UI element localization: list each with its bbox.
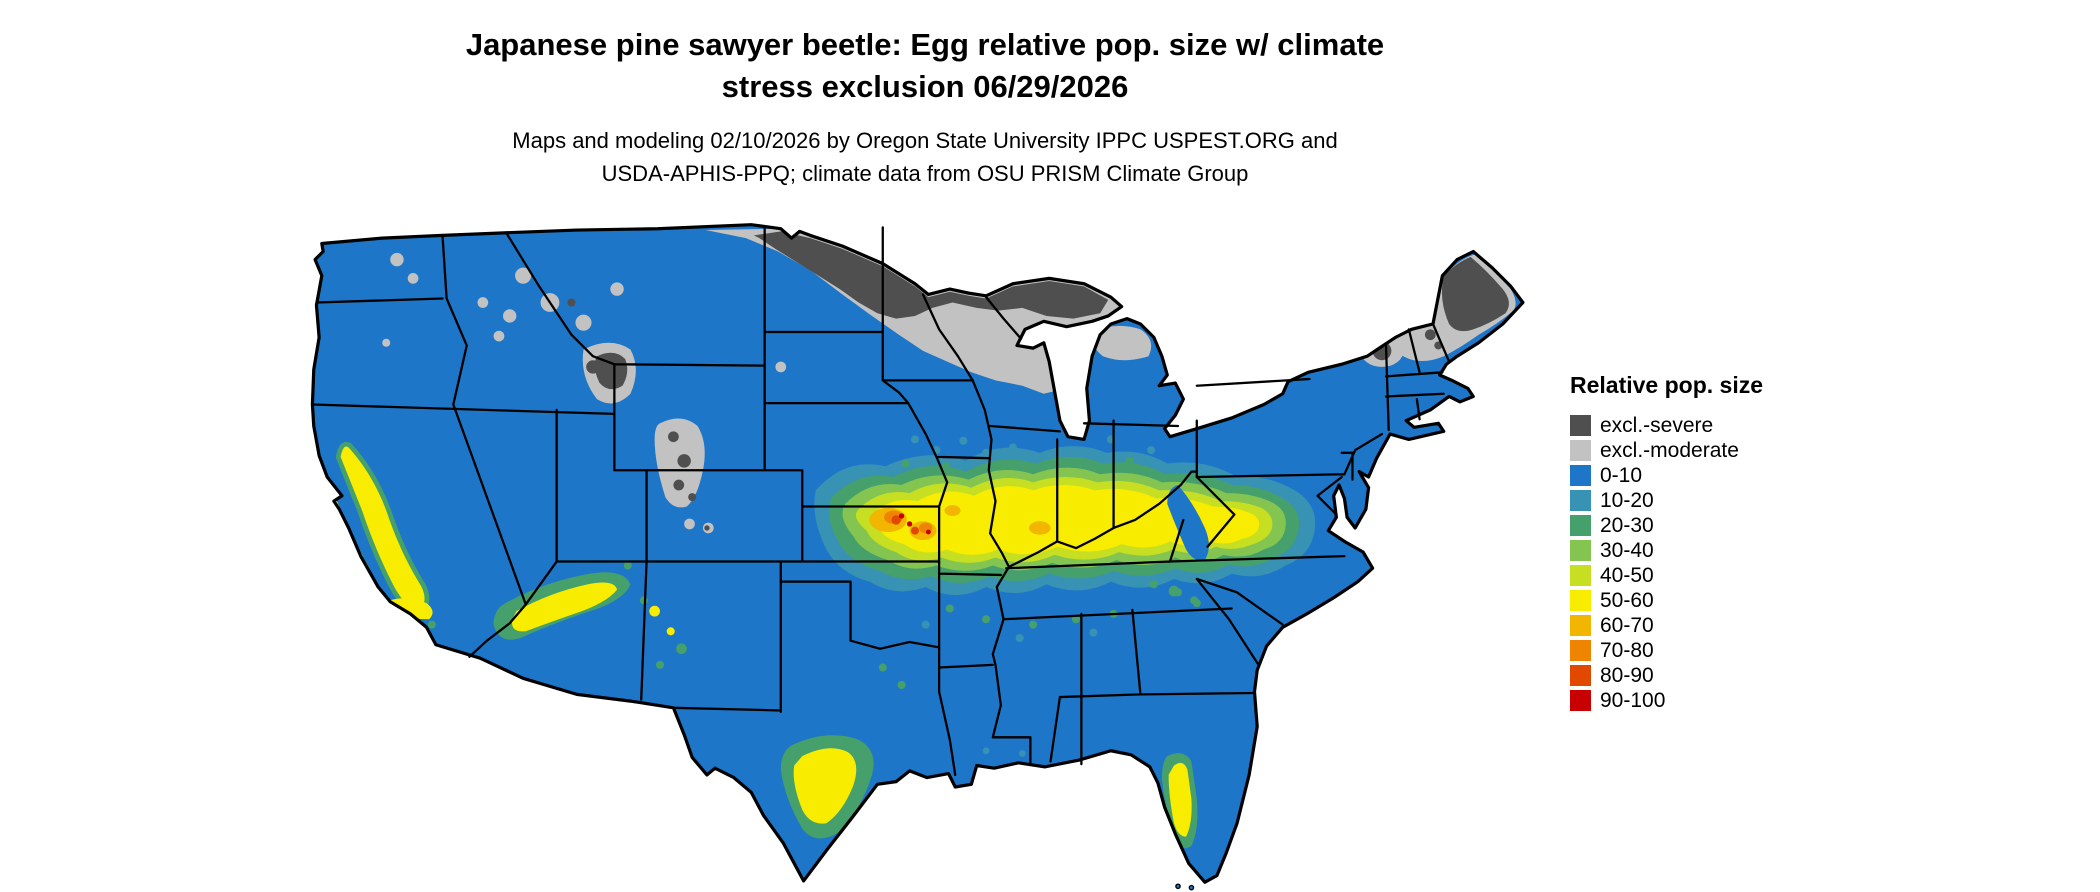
legend-label-60-70: 60-70 bbox=[1600, 614, 1654, 637]
legend-item-20-30: 20-30 bbox=[1570, 515, 1850, 536]
map-title-line-2: stress exclusion 06/29/2026 bbox=[721, 69, 1129, 104]
legend-label-excl-severe: excl.-severe bbox=[1600, 414, 1714, 437]
legend-item-70-80: 70-80 bbox=[1570, 640, 1850, 661]
legend-swatch-80-90 bbox=[1570, 665, 1591, 686]
map-subtitle-line-2: USDA-APHIS-PPQ; climate data from OSU PR… bbox=[601, 161, 1249, 186]
legend-swatch-excl-moderate bbox=[1570, 440, 1591, 461]
legend-swatch-30-40 bbox=[1570, 540, 1591, 561]
legend-label-20-30: 20-30 bbox=[1600, 514, 1654, 537]
legend-item-10-20: 10-20 bbox=[1570, 490, 1850, 511]
map-subtitle: Maps and modeling 02/10/2026 by Oregon S… bbox=[150, 124, 1700, 190]
excl-severe-regions bbox=[567, 231, 1509, 531]
legend-label-50-60: 50-60 bbox=[1600, 589, 1654, 612]
legend-swatch-70-80 bbox=[1570, 640, 1591, 661]
legend-item-90-100: 90-100 bbox=[1570, 690, 1850, 711]
legend-swatch-excl-severe bbox=[1570, 415, 1591, 436]
map-title-line-1: Japanese pine sawyer beetle: Egg relativ… bbox=[465, 27, 1385, 62]
legend-label-30-40: 30-40 bbox=[1600, 539, 1654, 562]
legend-swatch-60-70 bbox=[1570, 615, 1591, 636]
legend-label-90-100: 90-100 bbox=[1600, 689, 1666, 712]
us-outline bbox=[310, 223, 1525, 884]
legend-item-80-90: 80-90 bbox=[1570, 665, 1850, 686]
appalachian-ridge-overlay bbox=[1167, 485, 1209, 561]
legend-item-excl-severe: excl.-severe bbox=[1570, 415, 1850, 436]
band-80-90 bbox=[891, 515, 919, 535]
legend-label-80-90: 80-90 bbox=[1600, 664, 1654, 687]
legend-swatch-50-60 bbox=[1570, 590, 1591, 611]
us-map bbox=[310, 223, 1525, 891]
legend-swatch-90-100 bbox=[1570, 690, 1591, 711]
legend-item-30-40: 30-40 bbox=[1570, 540, 1850, 561]
legend-item-0-10: 0-10 bbox=[1570, 465, 1850, 486]
florida-keys bbox=[1175, 883, 1195, 891]
chart-header: Japanese pine sawyer beetle: Egg relativ… bbox=[150, 24, 1700, 190]
map-subtitle-line-1: Maps and modeling 02/10/2026 by Oregon S… bbox=[512, 128, 1338, 153]
legend-swatch-40-50 bbox=[1570, 565, 1591, 586]
legend-swatch-10-20 bbox=[1570, 490, 1591, 511]
legend-item-excl-moderate: excl.-moderate bbox=[1570, 440, 1850, 461]
legend-label-excl-moderate: excl.-moderate bbox=[1600, 439, 1739, 462]
legend-label-70-80: 70-80 bbox=[1600, 639, 1654, 662]
legend-label-10-20: 10-20 bbox=[1600, 489, 1654, 512]
legend: Relative pop. size excl.-severe excl.-mo… bbox=[1570, 372, 1850, 715]
legend-label-0-10: 0-10 bbox=[1600, 464, 1643, 487]
legend-title: Relative pop. size bbox=[1570, 372, 1764, 398]
legend-item-60-70: 60-70 bbox=[1570, 615, 1850, 636]
legend-label-40-50: 40-50 bbox=[1600, 564, 1654, 587]
legend-swatch-20-30 bbox=[1570, 515, 1591, 536]
state-borders bbox=[311, 226, 1451, 777]
legend-swatch-0-10 bbox=[1570, 465, 1591, 486]
legend-item-40-50: 40-50 bbox=[1570, 565, 1850, 586]
band-90-100 bbox=[898, 513, 931, 535]
legend-item-50-60: 50-60 bbox=[1570, 590, 1850, 611]
